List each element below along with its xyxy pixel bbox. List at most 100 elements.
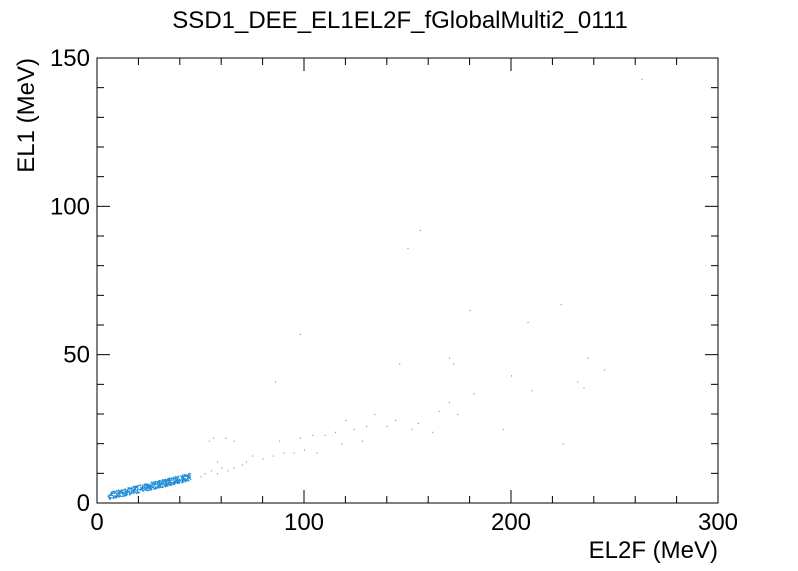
data-point [137,488,139,490]
data-point [125,494,127,496]
data-point [150,487,152,489]
chart-title: SSD1_DEE_EL1EL2F_fGlobalMulti2_0111 [172,7,627,34]
data-point [123,494,126,496]
data-point [150,486,152,488]
data-point [182,479,184,481]
data-point [176,481,178,484]
data-point [121,492,124,494]
data-point [125,494,127,497]
data-point [141,489,143,491]
data-point [407,247,409,249]
data-point [182,477,185,480]
data-point [167,482,170,484]
data-point [448,357,450,359]
data-point [124,495,126,497]
data-point [312,434,314,436]
data-point [178,482,180,485]
data-point [167,485,169,487]
data-point [122,489,124,491]
data-point [341,443,343,445]
data-point [141,487,143,489]
data-point [132,490,134,492]
data-point [374,414,376,415]
data-point [133,492,135,495]
data-point [146,483,148,485]
data-point [177,481,179,483]
data-point [115,495,118,498]
data-point [111,494,113,496]
data-point [133,486,135,489]
data-point [164,480,166,482]
data-point [142,487,144,489]
data-point [189,476,192,478]
data-point [165,482,167,484]
data-point [120,492,122,494]
data-point [175,478,177,480]
data-point [169,484,172,486]
data-point [116,493,118,495]
data-point [188,475,190,477]
data-point [136,489,138,491]
data-point [189,472,191,475]
data-point [183,475,186,477]
data-point [122,495,124,498]
data-point [148,485,150,487]
data-point [156,481,158,483]
data-point [185,480,187,482]
data-point [118,493,120,496]
data-point [187,479,189,482]
data-point [188,474,190,477]
data-point [150,485,153,488]
data-point [142,484,144,486]
data-point [144,487,146,489]
data-point [262,458,264,460]
data-point [147,487,149,490]
data-point [184,478,186,480]
data-point [562,443,564,445]
data-point [154,487,157,489]
data-point [131,492,133,495]
data-point [190,478,192,481]
data-point [604,369,606,371]
data-point [129,492,131,494]
data-point [158,485,160,488]
data-point [147,486,149,488]
data-point [184,480,186,483]
data-point [163,484,165,486]
data-point [120,489,123,491]
data-point [108,496,111,498]
data-point [172,482,174,484]
data-point [158,485,161,487]
data-point [153,485,155,487]
data-point [127,490,129,492]
data-point [172,477,174,479]
data-point [138,489,141,491]
data-point [138,485,141,487]
data-point [169,478,171,480]
data-point [170,479,172,481]
data-point [527,322,529,324]
data-point [417,422,419,424]
data-point [158,486,160,488]
data-point [153,483,155,485]
data-point [128,487,130,490]
y-tick-label: 0 [77,490,90,517]
data-point [183,478,185,480]
data-point [169,477,171,479]
data-point [166,479,168,482]
data-point [119,494,122,497]
data-point [432,431,434,433]
data-point [134,491,136,493]
data-point [167,480,169,482]
data-point [141,486,144,488]
data-point [172,479,174,481]
data-point [174,480,176,482]
data-point [118,492,120,495]
data-point [159,485,161,488]
data-point [162,483,164,485]
data-point [182,478,184,480]
data-point [217,461,219,463]
data-point [178,479,180,481]
data-point [114,491,116,493]
data-point [109,494,112,496]
